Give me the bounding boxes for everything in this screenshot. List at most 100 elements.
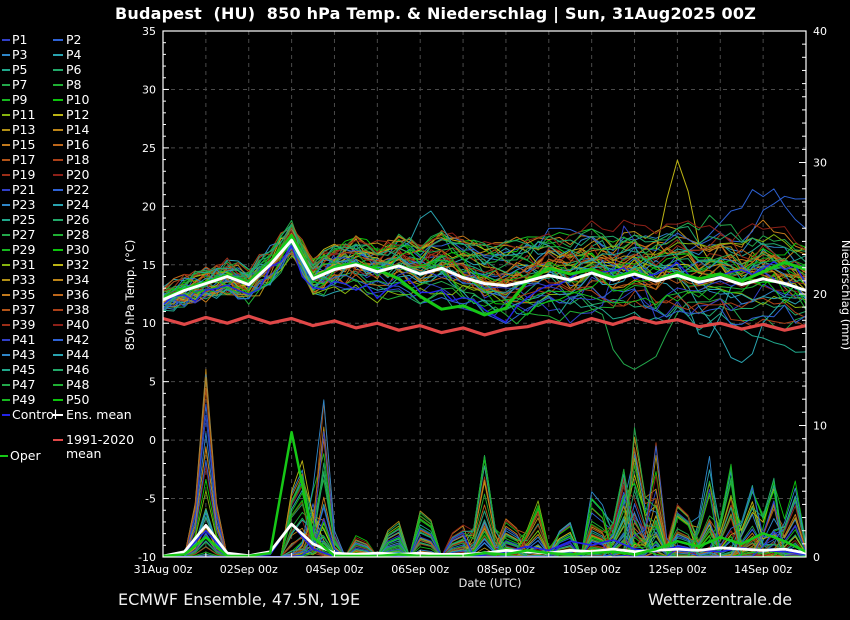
legend-label: P7 <box>12 77 28 92</box>
legend-swatch <box>2 399 10 401</box>
ensemble-member-temp-line <box>163 227 806 319</box>
legend-swatch <box>53 414 63 416</box>
legend-label: Ens. mean <box>66 407 132 422</box>
legend-label: Control <box>12 407 58 422</box>
legend-label: P4 <box>66 47 82 62</box>
legend-label: P47 <box>12 377 36 392</box>
legend-item-p24: P24 <box>0 198 163 213</box>
legend-item-p16: P16 <box>0 138 163 153</box>
legend-item-p43: P43 <box>0 348 163 363</box>
legend-item-p40: P40 <box>0 318 163 333</box>
legend-item-p47: P47 <box>0 378 163 393</box>
chart-title: Budapest (HU) 850 hPa Temp. & Niederschl… <box>115 4 757 23</box>
legend-item-p22: P22 <box>0 183 163 198</box>
legend-item-p7: P7 <box>0 78 163 93</box>
legend-swatch <box>53 99 63 101</box>
legend-label: P30 <box>66 242 90 257</box>
ensemble-member-temp-line <box>163 235 806 307</box>
legend-item-p6: P6 <box>0 63 163 78</box>
legend-item-p8: P8 <box>0 78 163 93</box>
svg-text:15: 15 <box>142 259 156 272</box>
y-axis-right-title: Niederschlag (mm) <box>839 240 850 350</box>
legend-swatch <box>2 339 10 341</box>
svg-text:25: 25 <box>142 142 156 155</box>
svg-text:10: 10 <box>142 317 156 330</box>
legend-swatch <box>2 234 10 236</box>
legend-item-p44: P44 <box>0 348 163 363</box>
series-climate-mean-temp <box>163 314 806 337</box>
legend-swatch <box>2 309 10 311</box>
legend-label: P45 <box>12 362 36 377</box>
legend-swatch <box>53 69 63 71</box>
legend-item-p34: P34 <box>0 273 163 288</box>
legend-swatch <box>2 189 10 191</box>
legend-item-p26: P26 <box>0 213 163 228</box>
legend-item-p9: P9 <box>0 93 163 108</box>
legend-swatch <box>2 324 10 326</box>
legend-label: P6 <box>66 62 82 77</box>
legend-item-p23: P23 <box>0 198 163 213</box>
series-oper-precip <box>163 430 806 558</box>
legend-item-oper: Oper <box>0 449 163 464</box>
legend-label: P10 <box>66 92 90 107</box>
svg-text:20: 20 <box>142 200 156 213</box>
legend-label: Oper <box>10 448 41 463</box>
svg-text:-10: -10 <box>138 551 156 564</box>
legend-swatch <box>2 159 10 161</box>
legend-swatch <box>0 455 8 457</box>
legend-swatch <box>53 339 63 341</box>
legend-label: P34 <box>66 272 90 287</box>
legend-item-p5: P5 <box>0 63 163 78</box>
legend-item-p49: P49 <box>0 393 163 408</box>
legend-label: P24 <box>66 197 90 212</box>
legend-label: P48 <box>66 377 90 392</box>
series-oper-temp <box>163 234 806 317</box>
ensemble-member-temp-line <box>163 219 806 301</box>
legend-swatch <box>53 159 63 161</box>
legend-swatch <box>53 219 63 221</box>
y-axis-left-title: 850 hPa Temp. (°C) <box>123 240 137 351</box>
legend-swatch <box>2 99 10 101</box>
legend-item-p11: P11 <box>0 108 163 123</box>
legend-swatch <box>53 234 63 236</box>
svg-text:30: 30 <box>142 83 156 96</box>
legend-item-p4: P4 <box>0 48 163 63</box>
legend-item-p14: P14 <box>0 123 163 138</box>
legend-label: P50 <box>66 392 90 407</box>
legend-label: P5 <box>12 62 28 77</box>
svg-text:12Sep 00z: 12Sep 00z <box>648 563 706 576</box>
legend-label: P11 <box>12 107 36 122</box>
legend-swatch <box>2 114 10 116</box>
legend-swatch <box>53 369 63 371</box>
legend-item-p25: P25 <box>0 213 163 228</box>
legend-swatch <box>2 249 10 251</box>
legend-label: P26 <box>66 212 90 227</box>
legend-item-p20: P20 <box>0 168 163 183</box>
legend-label: P39 <box>12 317 36 332</box>
legend-item-p28: P28 <box>0 228 163 243</box>
legend-label: P42 <box>66 332 90 347</box>
svg-text:0: 0 <box>813 551 820 564</box>
legend-swatch <box>53 249 63 251</box>
legend-item-p32: P32 <box>0 258 163 273</box>
legend-label: P19 <box>12 167 36 182</box>
legend-swatch <box>53 399 63 401</box>
svg-text:08Sep 00z: 08Sep 00z <box>477 563 535 576</box>
legend-item-climate-mean: 1991-2020 mean <box>0 433 163 460</box>
legend-label: P21 <box>12 182 36 197</box>
legend-label: P40 <box>66 317 90 332</box>
legend-label: P16 <box>66 137 90 152</box>
ensemble-legend: P1 P2 P3 P4 P5 P6 P7 P8 P9 P10 P11 P12 P13 P14 P15 P16 P… <box>0 0 163 560</box>
legend-label: P18 <box>66 152 90 167</box>
legend-item-p36: P36 <box>0 288 163 303</box>
legend-swatch <box>53 384 63 386</box>
branding-text: Wetterzentrale.de <box>648 590 793 609</box>
x-tick-labels: 31Aug 00z 02Sep 00z 04Sep 00z 06Sep 00z 08Se… <box>134 563 793 576</box>
legend-label: P20 <box>66 167 90 182</box>
legend-swatch <box>2 39 10 41</box>
legend-item-p1: P1 <box>0 33 163 48</box>
legend-swatch <box>2 414 10 416</box>
legend-label: P25 <box>12 212 36 227</box>
